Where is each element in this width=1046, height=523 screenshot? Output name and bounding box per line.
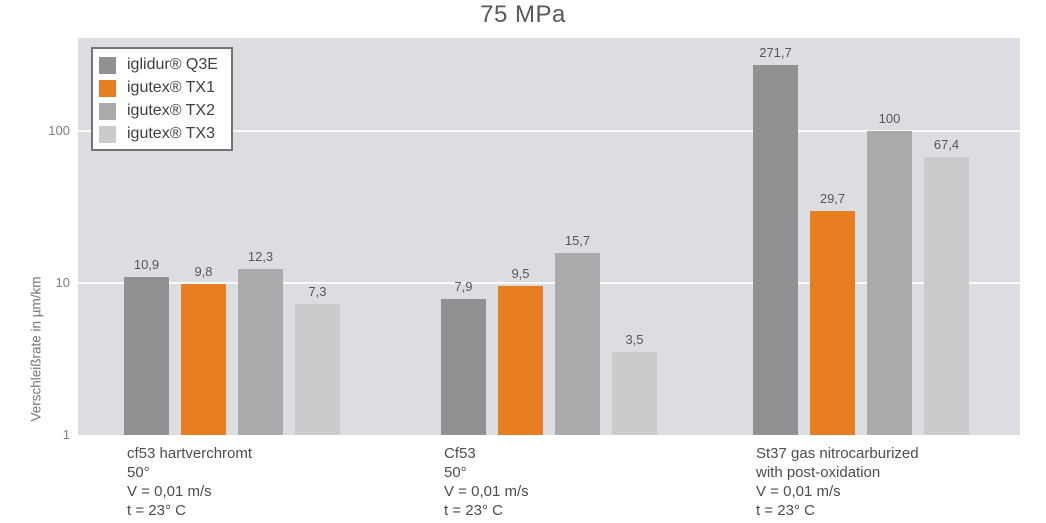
group-label-1: cf53 hartverchromt 50° V = 0,01 m/s t = 23°… [127, 444, 252, 520]
group-label-line: St37 gas nitrocarburized [756, 445, 919, 462]
legend-swatch-tx2 [99, 102, 116, 120]
bar-group1-igutex-tx3 [295, 304, 340, 435]
legend: iglidur® Q3E igutex® TX1 igutex® TX2 igu… [91, 47, 233, 151]
group-label-2: Cf53 50° V = 0,01 m/s t = 23° C [444, 444, 529, 520]
plot-area: 10,9 7,9 271,7 9,8 9,5 29,7 12,3 15,7 100 7,3 3,5 6… [78, 38, 1020, 435]
group-label-line: t = 23° C [444, 502, 503, 519]
legend-swatch-q3e [99, 56, 116, 74]
gridline-100 [78, 130, 1020, 132]
bar-group2-igutex-tx2 [555, 253, 600, 435]
group-label-line: 50° [444, 464, 467, 481]
bar-value-label: 15,7 [564, 233, 591, 248]
bar-group3-iglidur-q3e [753, 65, 798, 435]
bar-group3-igutex-tx2 [867, 131, 912, 435]
legend-label-tx1: igutex® TX1 [127, 79, 215, 96]
bar-value-label: 7,9 [454, 279, 473, 294]
y-axis-label: Verschleißrate in µm/km [28, 276, 44, 422]
bar-group1-igutex-tx1 [181, 284, 226, 435]
legend-label-tx2: igutex® TX2 [127, 102, 215, 119]
bar-value-label: 10,9 [133, 257, 160, 272]
y-tick-1: 1 [62, 427, 70, 442]
group-label-3: St37 gas nitrocarburized with post-oxidat… [756, 444, 919, 520]
group-label-line: V = 0,01 m/s [756, 483, 841, 500]
legend-label-tx3: igutex® TX3 [127, 125, 215, 142]
bar-group2-igutex-tx1 [498, 286, 543, 435]
bar-value-label: 67,4 [933, 137, 960, 152]
group-label-line: Cf53 [444, 445, 476, 462]
y-tick-100: 100 [48, 123, 70, 138]
legend-item-tx3: igutex® TX3 [99, 125, 218, 143]
legend-item-tx1: igutex® TX1 [99, 79, 218, 97]
group-label-line: 50° [127, 464, 150, 481]
group-label-line: cf53 hartverchromt [127, 445, 253, 462]
legend-swatch-tx3 [99, 125, 116, 143]
bar-value-label: 3,5 [625, 332, 644, 347]
group-label-line: V = 0,01 m/s [444, 483, 529, 500]
bar-value-label: 29,7 [819, 191, 846, 206]
bar-group2-igutex-tx3 [612, 352, 657, 435]
bar-group1-igutex-tx2 [238, 269, 283, 435]
bar-value-label: 7,3 [308, 284, 327, 299]
legend-label-q3e: iglidur® Q3E [127, 56, 218, 73]
legend-item-tx2: igutex® TX2 [99, 102, 218, 120]
group-label-line: t = 23° C [756, 502, 815, 519]
group-label-line: t = 23° C [127, 502, 186, 519]
legend-swatch-tx1 [99, 79, 116, 97]
bar-value-label: 9,5 [511, 266, 530, 281]
bar-group3-igutex-tx1 [810, 211, 855, 435]
group-label-line: V = 0,01 m/s [127, 483, 212, 500]
group-label-line: with post-oxidation [756, 464, 881, 481]
bar-value-label: 100 [878, 111, 901, 126]
bar-group3-igutex-tx3 [924, 157, 969, 435]
bar-value-label: 9,8 [194, 264, 213, 279]
legend-item-q3e: iglidur® Q3E [99, 56, 218, 74]
bar-value-label: 12,3 [247, 249, 274, 264]
bar-group2-iglidur-q3e [441, 299, 486, 435]
gridline-10 [78, 282, 1020, 284]
bar-group1-iglidur-q3e [124, 277, 169, 435]
bar-value-label: 271,7 [759, 45, 792, 60]
y-tick-10: 10 [55, 275, 70, 290]
chart-title: 75 MPa [480, 1, 566, 28]
